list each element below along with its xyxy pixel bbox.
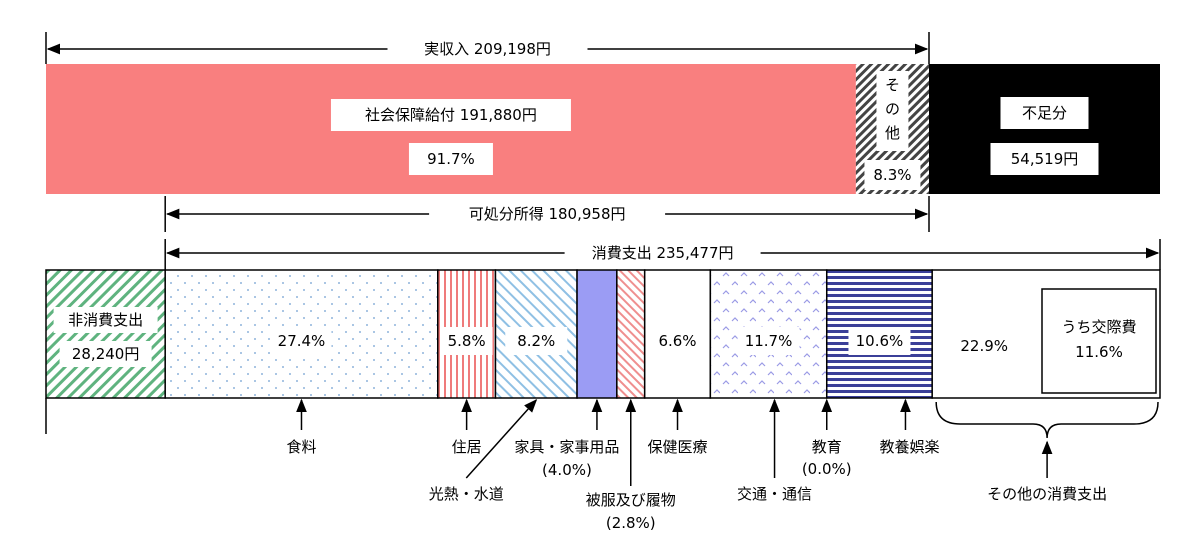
disposable-income-bracket-label: 可処分所得 180,958円	[469, 205, 626, 223]
real-income-bracket-label: 実収入 209,198円	[424, 40, 551, 58]
non-consumption-label: 非消費支出	[68, 311, 143, 329]
percent-bg-transport	[737, 327, 800, 355]
segment-health	[643, 269, 712, 399]
other-consumption-brace	[935, 401, 1159, 439]
category-clothing-percent: (2.8%)	[606, 514, 656, 532]
social-security-percent-bg	[408, 143, 493, 175]
category-education: 教育	[812, 438, 842, 456]
category-food: 食料	[286, 438, 316, 456]
segment-recreation	[825, 269, 933, 399]
percent-housing: 5.8%	[448, 332, 486, 350]
other-income-label-char: の	[885, 100, 900, 118]
percent-health: 6.6%	[658, 332, 696, 350]
segment-furniture	[576, 269, 618, 399]
consumption-bracket-label: 消費支出 235,477円	[592, 244, 734, 262]
social-security-label-bg	[330, 99, 571, 131]
percent-transport: 11.7%	[745, 332, 793, 350]
entertainment-subbox	[1041, 288, 1157, 394]
percent-bg-utilities	[505, 327, 568, 355]
percent-other_consumption: 22.9%	[960, 337, 1008, 355]
percent-utilities: 8.2%	[517, 332, 555, 350]
non-consumption-amount: 28,240円	[72, 345, 140, 363]
category-transport: 交通・通信	[737, 485, 812, 503]
non-consumption-bar	[45, 269, 166, 399]
category-furniture: 家具・家事用品	[514, 438, 619, 456]
percent-food: 27.4%	[278, 332, 326, 350]
other-income-percent: 8.3%	[873, 166, 911, 184]
segment-clothing	[616, 269, 646, 399]
category-utilities: 光熱・水道	[429, 485, 504, 503]
category-clothing: 被服及び履物	[586, 491, 676, 509]
other-income-label-bg	[876, 71, 909, 151]
shortage-label-bg	[1000, 97, 1089, 129]
category-recreation: 教養娯楽	[879, 438, 939, 456]
category-housing: 住居	[452, 438, 482, 456]
shortage-amount-bg	[990, 143, 1099, 175]
other-income-label-char: そ	[885, 76, 900, 94]
category-furniture-percent: (4.0%)	[542, 461, 592, 479]
shortage-amount: 54,519円	[1011, 150, 1079, 168]
percent-bg-housing	[440, 327, 493, 355]
social-security-label: 社会保障給付 191,880円	[365, 106, 537, 124]
entertainment-sub-percent: 11.6%	[1075, 343, 1123, 361]
non-consumption-amount-bg	[59, 341, 152, 367]
percent-bg-recreation	[848, 327, 911, 355]
shortage-label: 不足分	[1022, 104, 1067, 122]
percent-bg-food	[271, 327, 332, 355]
percent-recreation: 10.6%	[856, 332, 904, 350]
other-income-percent-bg	[864, 160, 921, 190]
category-education-percent: (0.0%)	[802, 460, 852, 478]
social-security-percent: 91.7%	[427, 150, 475, 168]
category-other_consumption: その他の消費支出	[987, 485, 1107, 503]
leader-utilities	[465, 398, 538, 479]
non-consumption-label-bg	[53, 307, 158, 333]
category-health: 保健医療	[648, 438, 708, 456]
other-income-label-char: 他	[885, 124, 900, 142]
entertainment-sub-label: うち交際費	[1061, 318, 1136, 336]
